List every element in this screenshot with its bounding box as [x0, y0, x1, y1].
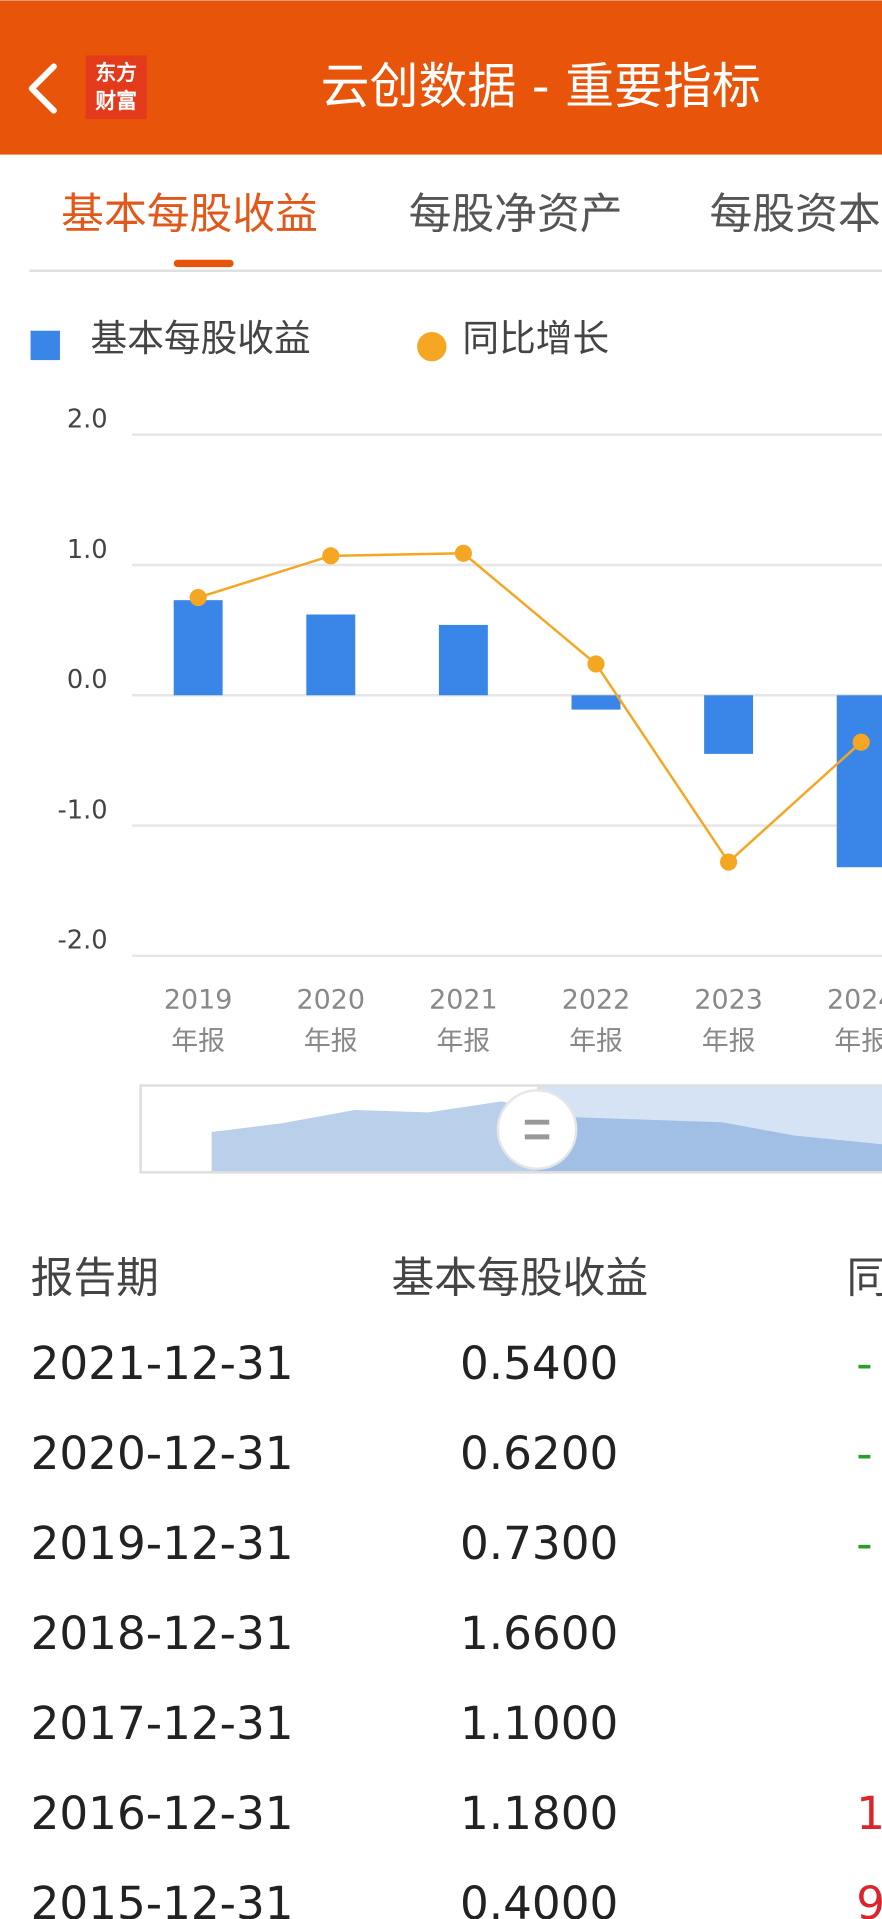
- bar: [704, 695, 754, 754]
- cell-date: 2018-12-31: [31, 1607, 294, 1660]
- line: [197, 552, 863, 864]
- tab-active[interactable]: 基本每股收益: [61, 189, 318, 239]
- x-tick-label: 年报: [569, 1026, 623, 1057]
- cell-date: 2015-12-31: [31, 1877, 294, 1919]
- cell-growth: 1: [856, 1787, 882, 1840]
- logo-text: 东方: [95, 61, 137, 85]
- legend-swatch: [30, 330, 60, 361]
- point: [454, 544, 472, 562]
- x-tick-label: 年报: [304, 1026, 358, 1057]
- x-tick-label: 2024: [827, 985, 882, 1016]
- y-tick-label: 1.0: [67, 535, 108, 565]
- logo-text: 财富: [95, 89, 137, 113]
- x-tick-label: 2019: [164, 985, 232, 1016]
- point: [720, 853, 738, 871]
- cell-growth: -: [856, 1337, 872, 1390]
- legend-label[interactable]: 同比增长: [462, 317, 609, 360]
- cell-date: 2016-12-31: [31, 1787, 294, 1840]
- x-tick-label: 2022: [562, 985, 630, 1016]
- cell-date: 2017-12-31: [31, 1697, 294, 1750]
- bar: [438, 624, 488, 696]
- cell-eps: 0.6200: [460, 1427, 618, 1480]
- data-table: 报告期 基本每股收益 同比增长 2021-12-31 0.5400 - 2020-12-31…: [31, 1254, 882, 1919]
- bar: [306, 614, 356, 696]
- column-header: 同比增长: [847, 1254, 882, 1304]
- point: [587, 655, 605, 673]
- bar: [836, 695, 882, 868]
- navigator-handle[interactable]: [496, 1089, 578, 1170]
- x-tick-label: 年报: [171, 1026, 225, 1057]
- y-tick-label: 0.0: [67, 665, 108, 695]
- x-tick-label: 2023: [694, 985, 762, 1016]
- cell-date: 2019-12-31: [31, 1517, 294, 1570]
- column-header: 报告期: [31, 1254, 159, 1304]
- cell-eps: 1.6600: [460, 1607, 618, 1660]
- cell-growth: -: [856, 1517, 872, 1570]
- column-header: 基本每股收益: [391, 1254, 648, 1304]
- cell-growth: -: [856, 1427, 872, 1480]
- back-button[interactable]: [28, 63, 57, 114]
- x-tick-label: 年报: [834, 1026, 882, 1057]
- cell-growth: 9: [856, 1877, 882, 1919]
- cell-eps: 1.1800: [460, 1787, 618, 1840]
- cell-eps: 1.1000: [460, 1697, 618, 1750]
- y-tick-label: -1.0: [58, 795, 108, 825]
- legend-label[interactable]: 基本每股收益: [91, 317, 311, 360]
- page-title: 云创数据 - 重要指标: [321, 58, 761, 115]
- cell-date: 2020-12-31: [31, 1427, 294, 1480]
- x-tick-label: 2021: [429, 985, 497, 1016]
- cell-eps: 0.7300: [460, 1517, 618, 1570]
- header-bar: [0, 0, 882, 155]
- point: [322, 547, 340, 565]
- y-tick-label: -2.0: [58, 926, 108, 956]
- x-tick-label: 年报: [702, 1026, 756, 1057]
- logo[interactable]: [85, 55, 147, 120]
- bar: [173, 600, 223, 696]
- point: [189, 588, 207, 607]
- cell-eps: 0.4000: [460, 1877, 618, 1919]
- x-tick-label: 2020: [297, 985, 365, 1016]
- cell-date: 2021-12-31: [31, 1337, 294, 1390]
- bar: [571, 695, 621, 710]
- navigator-selection: [537, 1086, 882, 1172]
- point: [852, 733, 870, 751]
- chart: 2.0 1.0 0.0 -1.0 -2.0 2019 年报 2020 年报 2021 年报 2022 年…: [58, 405, 882, 1057]
- tab[interactable]: 每股净资产: [409, 189, 623, 239]
- tab-indicator: [173, 259, 234, 268]
- tab[interactable]: 每股资本公积: [710, 189, 882, 239]
- cell-eps: 0.5400: [460, 1337, 618, 1390]
- range-navigator[interactable]: [139, 1084, 882, 1174]
- y-tick-label: 2.0: [67, 405, 108, 435]
- x-tick-label: 年报: [436, 1026, 490, 1057]
- legend-swatch: [417, 331, 447, 362]
